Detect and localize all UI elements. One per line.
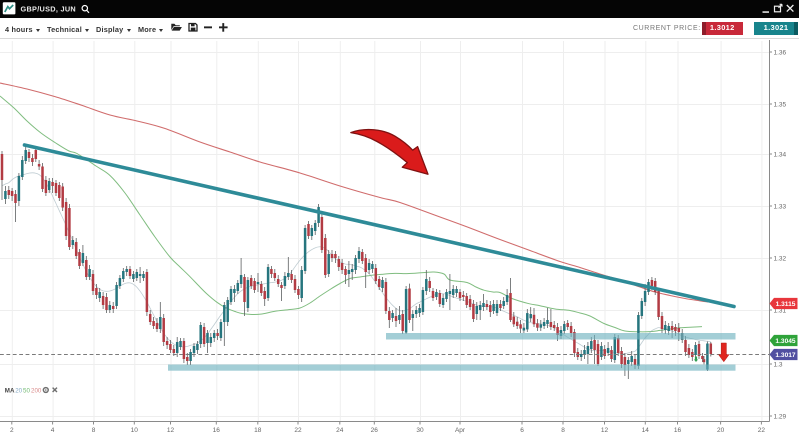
svg-text:1.36: 1.36 <box>774 50 787 57</box>
svg-text:1.3045: 1.3045 <box>775 338 796 345</box>
svg-text:1.32: 1.32 <box>774 256 787 263</box>
svg-text:1.33: 1.33 <box>774 204 787 211</box>
svg-text:2: 2 <box>10 427 14 434</box>
svg-text:1.3017: 1.3017 <box>775 352 796 359</box>
svg-text:16: 16 <box>213 427 221 434</box>
svg-text:14: 14 <box>642 427 650 434</box>
svg-text:GBP/USD, JUN: GBP/USD, JUN <box>21 5 77 14</box>
svg-text:18: 18 <box>254 427 262 434</box>
svg-text:8: 8 <box>92 427 96 434</box>
svg-text:1.34: 1.34 <box>774 152 787 159</box>
svg-text:1.31: 1.31 <box>774 308 787 315</box>
svg-text:8: 8 <box>561 427 565 434</box>
svg-text:12: 12 <box>601 427 609 434</box>
svg-text:50: 50 <box>23 387 30 394</box>
svg-text:20: 20 <box>15 387 22 394</box>
svg-text:Apr: Apr <box>455 427 466 434</box>
svg-text:22: 22 <box>294 427 302 434</box>
svg-text:26: 26 <box>371 427 379 434</box>
svg-text:6: 6 <box>520 427 524 434</box>
svg-text:10: 10 <box>131 427 139 434</box>
svg-text:4: 4 <box>51 427 55 434</box>
svg-text:12: 12 <box>167 427 175 434</box>
svg-text:1.35: 1.35 <box>774 102 787 109</box>
svg-text:20: 20 <box>717 427 725 434</box>
svg-text:200: 200 <box>31 387 42 394</box>
svg-text:MA: MA <box>5 387 15 394</box>
svg-text:22: 22 <box>758 427 766 434</box>
svg-text:24: 24 <box>336 427 344 434</box>
svg-text:1.29: 1.29 <box>774 414 787 421</box>
svg-text:1.3: 1.3 <box>774 362 783 369</box>
svg-text:1.3115: 1.3115 <box>776 301 796 308</box>
svg-text:30: 30 <box>416 427 424 434</box>
svg-text:16: 16 <box>674 427 682 434</box>
